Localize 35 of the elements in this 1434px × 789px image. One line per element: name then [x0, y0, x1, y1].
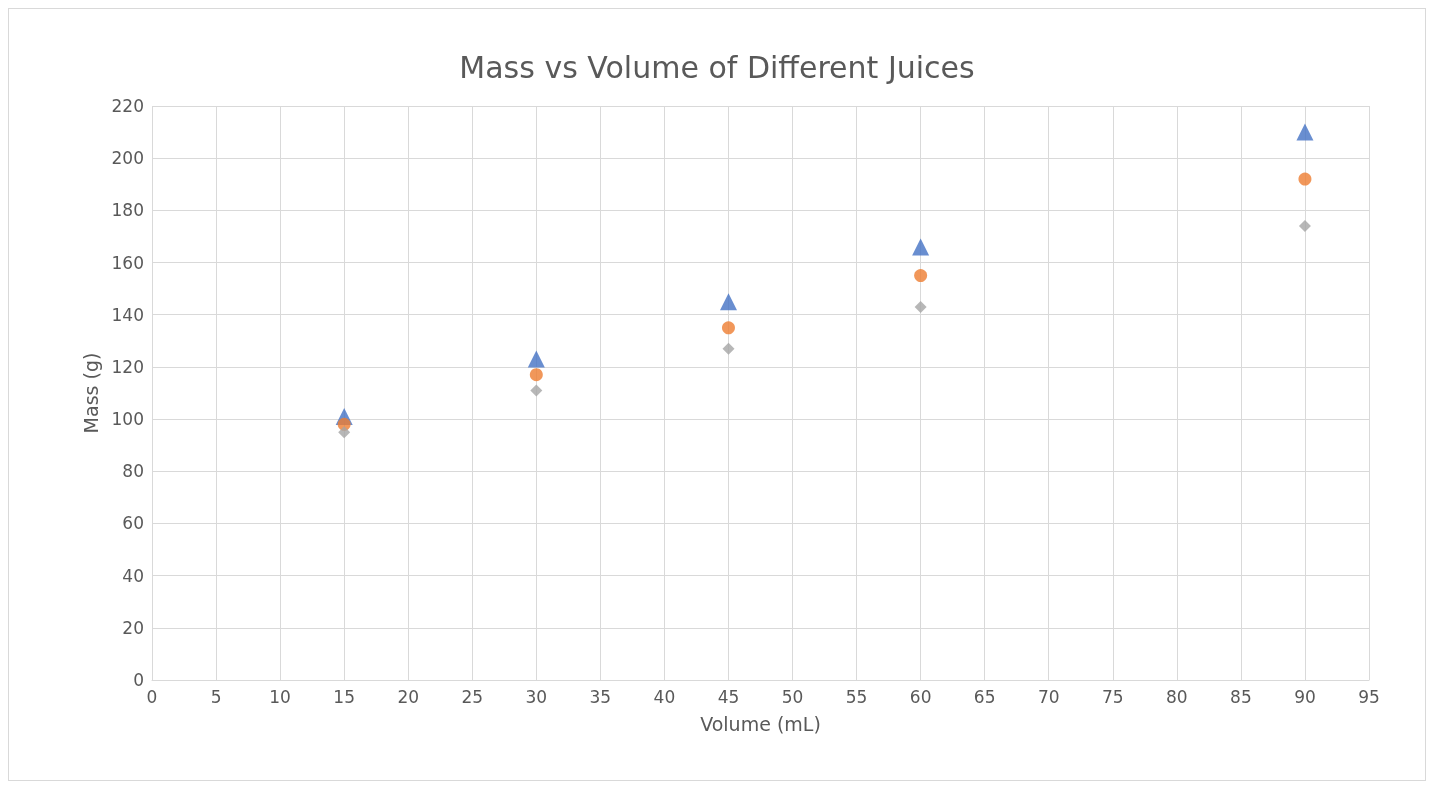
x-tick-label: 40 — [653, 686, 676, 707]
y-tick-label: 80 — [122, 461, 144, 482]
y-tick-label: 220 — [111, 96, 144, 116]
x-tick-label: 25 — [461, 686, 484, 707]
y-tick-label: 20 — [122, 617, 144, 638]
y-tick-label: 100 — [111, 409, 144, 430]
x-tick-label: 45 — [717, 686, 740, 707]
y-tick-label: 40 — [122, 565, 144, 586]
x-tick-label: 85 — [1230, 686, 1252, 707]
x-tick-label: 65 — [973, 686, 996, 707]
x-tick-label: 70 — [1037, 686, 1060, 707]
x-tick-label: 10 — [269, 686, 291, 707]
x-tick-label: 55 — [845, 686, 868, 707]
y-tick-label: 200 — [111, 148, 144, 169]
x-tick-label: 60 — [909, 686, 932, 707]
x-tick-label: 0 — [146, 686, 158, 707]
x-tick-label: 5 — [210, 686, 222, 707]
y-axis-title: Mass (g) — [80, 352, 103, 434]
y-tick-label: 160 — [111, 252, 144, 273]
x-axis-title: Volume (mL) — [700, 712, 821, 735]
x-tick-label: 90 — [1294, 686, 1316, 707]
x-tick-label: 30 — [525, 686, 548, 707]
x-tick-label: 75 — [1101, 686, 1124, 707]
x-tick-label: 20 — [397, 686, 420, 707]
x-tick-label: 35 — [589, 686, 612, 707]
y-tick-label: 180 — [111, 200, 144, 221]
y-tick-label: 120 — [111, 356, 144, 377]
x-tick-label: 15 — [333, 686, 355, 707]
y-tick-label: 0 — [133, 670, 144, 690]
chart-title: Mass vs Volume of Different Juices — [459, 49, 975, 85]
x-tick-label: 50 — [781, 686, 804, 707]
x-tick-label: 80 — [1166, 686, 1188, 707]
y-tick-label: 140 — [111, 304, 144, 325]
y-tick-label: 60 — [122, 513, 144, 534]
x-tick-label: 95 — [1358, 686, 1380, 707]
